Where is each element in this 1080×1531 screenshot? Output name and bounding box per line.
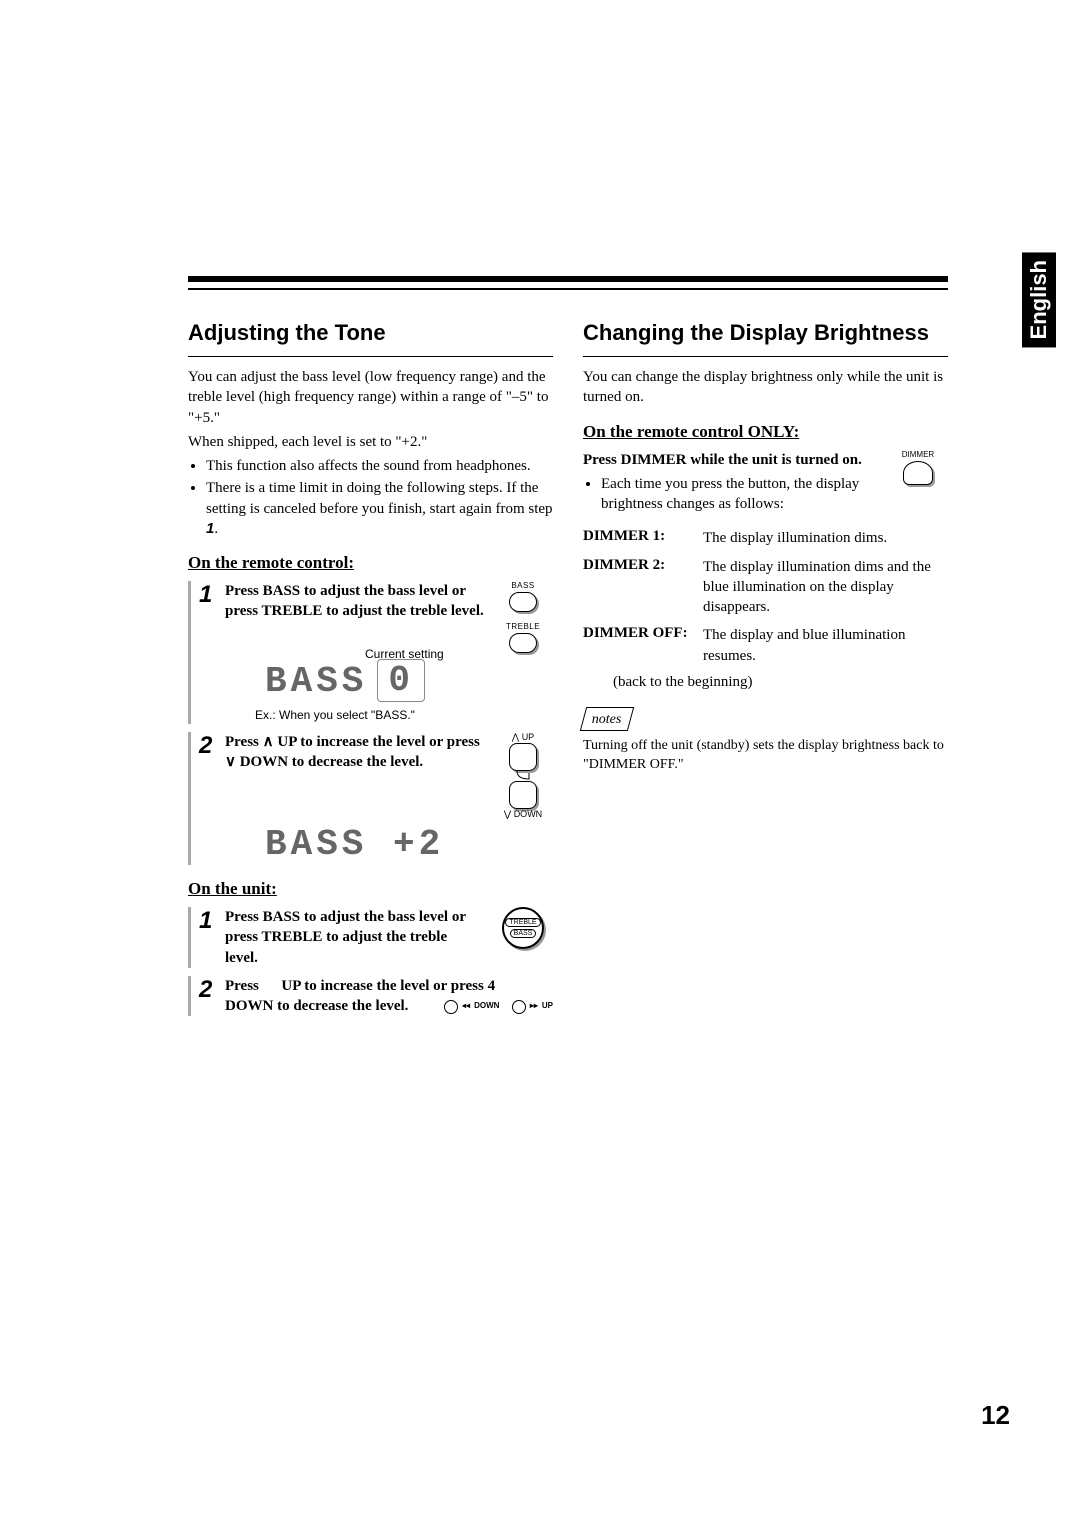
skip-down-knob-icon <box>444 1000 458 1014</box>
left-intro-2: When shipped, each level is set to "+2." <box>188 432 553 452</box>
right-column: Changing the Display Brightness You can … <box>583 320 948 1024</box>
dimmer2-desc: The display illumination dims and the bl… <box>703 557 948 618</box>
unit-subhead: On the unit: <box>188 879 553 899</box>
display-bass-0: BASS 0 <box>265 659 553 702</box>
dimmer1-term: DIMMER 1: <box>583 528 693 548</box>
down-label: DOWN <box>514 809 543 819</box>
list-item: There is a time limit in doing the follo… <box>206 478 553 539</box>
left-intro-1: You can adjust the bass level (low frequ… <box>188 367 553 428</box>
dimmeroff-desc: The display and blue illumination resume… <box>703 625 948 666</box>
knob-bass-label: BASS <box>510 929 537 938</box>
up-arrow-icon: ⋀ UP <box>512 732 534 743</box>
press-end: DOWN to decrease the level. <box>225 998 408 1014</box>
right-intro: You can change the display brightness on… <box>583 367 948 408</box>
left-column: Adjusting the Tone You can adjust the ba… <box>188 320 553 1024</box>
press-word: Press <box>225 978 259 994</box>
list-item: This function also affects the sound fro… <box>206 456 553 476</box>
step-text: Press ∧ UP to increase the level or pres… <box>225 732 487 820</box>
down-button-icon <box>509 781 537 809</box>
dimmer-definitions: DIMMER 1: The display illumination dims.… <box>583 528 948 691</box>
notes-label: notes <box>592 712 622 728</box>
left-bullets: This function also affects the sound fro… <box>188 456 553 539</box>
display-value: 0 <box>377 659 425 702</box>
step-text: Press UP to increase the level or press … <box>225 976 553 1017</box>
treble-button-icon <box>509 633 537 653</box>
press-mid: UP to increase the level or press 4 <box>281 978 495 994</box>
display-text: BASS +2 <box>265 824 444 865</box>
treble-button-label: TREBLE <box>506 622 540 631</box>
step-text: Press BASS to adjust the bass level or p… <box>225 581 487 653</box>
up-down-buttons: ⋀ UP ⋁ DOWN <box>493 732 553 820</box>
skip-fwd-icon: ▸▸ <box>530 1001 538 1012</box>
note-text: Turning off the unit (standby) sets the … <box>583 737 948 775</box>
bullet-tail: . <box>214 521 218 537</box>
step-number: 1 <box>199 907 217 968</box>
knob-treble-label: TREBLE <box>505 918 540 927</box>
rule-thin <box>188 288 948 290</box>
unit-step-1: 1 Press BASS to adjust the bass level or… <box>188 907 553 968</box>
rule-thick <box>188 276 948 282</box>
dimmer-label: DIMMER <box>888 450 948 459</box>
dimmer1-desc: The display illumination dims. <box>703 528 948 548</box>
display-text: BASS <box>265 661 367 702</box>
up-text: UP <box>542 1001 553 1012</box>
bullet-text: There is a time limit in doing the follo… <box>206 480 553 516</box>
treble-bass-knob-icon: TREBLE BASS <box>502 907 544 949</box>
table-row: DIMMER 2: The display illumination dims … <box>583 557 948 618</box>
dimmer-button-icon <box>903 461 933 485</box>
display-caption: Ex.: When you select "BASS." <box>255 708 553 722</box>
bass-treble-buttons: BASS TREBLE <box>493 581 553 653</box>
up-button-icon <box>509 743 537 771</box>
down-text: DOWN <box>474 1001 499 1012</box>
page-number: 12 <box>981 1400 1010 1431</box>
step-number: 1 <box>199 581 217 724</box>
right-heading: Changing the Display Brightness <box>583 320 948 346</box>
table-row: DIMMER 1: The display illumination dims. <box>583 528 948 548</box>
loop-note: (back to the beginning) <box>613 674 948 691</box>
left-heading: Adjusting the Tone <box>188 320 553 346</box>
bass-button-label: BASS <box>511 581 534 590</box>
remote-step-2: 2 Press ∧ UP to increase the level or pr… <box>188 732 553 865</box>
current-setting-label: Current setting <box>365 647 444 661</box>
link-line-icon <box>513 771 533 781</box>
dimmer2-term: DIMMER 2: <box>583 557 693 618</box>
remote-step-1: 1 Press BASS to adjust the bass level or… <box>188 581 553 724</box>
skip-back-icon: ◂◂ <box>462 1001 470 1012</box>
step-number: 2 <box>199 732 217 865</box>
dimmeroff-term: DIMMER OFF: <box>583 625 693 666</box>
page-content: Adjusting the Tone You can adjust the ba… <box>188 276 948 1024</box>
dimmer-block: DIMMER Press DIMMER while the unit is tu… <box>583 450 948 521</box>
bass-button-icon <box>509 592 537 612</box>
skip-up-knob-icon <box>512 1000 526 1014</box>
language-tab: English <box>1022 252 1056 347</box>
step-text: Press BASS to adjust the bass level or p… <box>225 907 483 968</box>
remote-subhead: On the remote control: <box>188 553 553 573</box>
up-label: UP <box>522 732 535 742</box>
display-bass-2: BASS +2 <box>265 824 553 865</box>
step-number: 2 <box>199 976 217 1017</box>
unit-step-2: 2 Press UP to increase the level or pres… <box>188 976 553 1017</box>
table-row: DIMMER OFF: The display and blue illumin… <box>583 625 948 666</box>
notes-icon: notes <box>580 707 634 731</box>
dimmer-button-graphic: DIMMER <box>888 450 948 485</box>
down-arrow-icon: ⋁ DOWN <box>504 809 542 820</box>
skip-buttons-group: ◂◂ DOWN ▸▸ UP <box>444 996 553 1016</box>
right-remote-subhead: On the remote control ONLY: <box>583 422 948 442</box>
